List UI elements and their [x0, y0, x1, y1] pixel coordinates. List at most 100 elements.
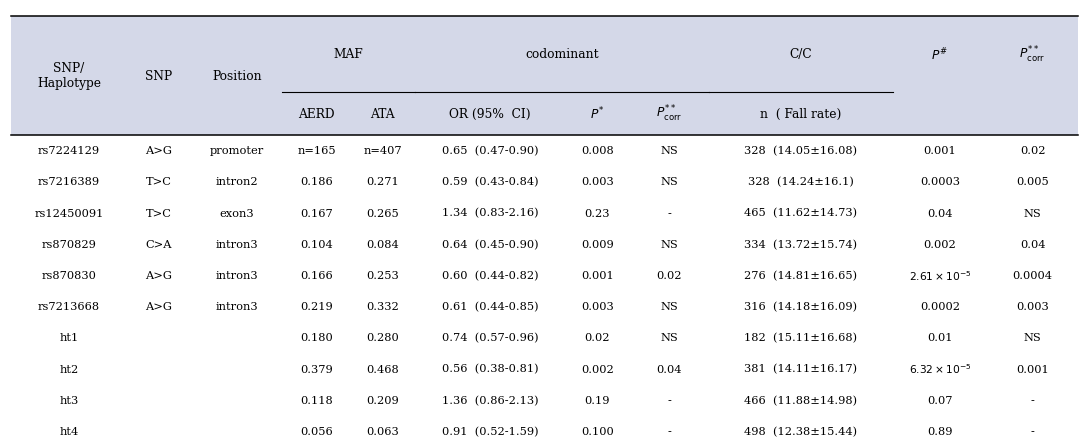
Text: 0.104: 0.104 — [301, 239, 333, 249]
Text: 0.91  (0.52-1.59): 0.91 (0.52-1.59) — [442, 426, 538, 436]
Text: 0.001: 0.001 — [1016, 364, 1049, 374]
Text: rs7213668: rs7213668 — [38, 301, 100, 311]
Text: 0.118: 0.118 — [301, 395, 333, 405]
Text: $2.61\times10^{-5}$: $2.61\times10^{-5}$ — [908, 268, 971, 282]
Text: 276  (14.81±16.65): 276 (14.81±16.65) — [745, 270, 857, 280]
Text: 0.61  (0.44-0.85): 0.61 (0.44-0.85) — [442, 301, 538, 311]
Bar — [11, 17, 1078, 135]
Text: ht4: ht4 — [59, 426, 78, 436]
Text: 0.332: 0.332 — [367, 301, 400, 311]
Text: 0.74  (0.57-0.96): 0.74 (0.57-0.96) — [442, 332, 538, 343]
Text: A>G: A>G — [146, 301, 172, 311]
Text: NS: NS — [661, 146, 678, 156]
Text: rs12450091: rs12450091 — [34, 208, 103, 218]
Text: T>C: T>C — [146, 177, 172, 187]
Text: 0.166: 0.166 — [301, 270, 333, 280]
Text: 0.01: 0.01 — [927, 332, 953, 343]
Text: -: - — [668, 426, 671, 436]
Text: ht1: ht1 — [59, 332, 78, 343]
Text: 0.04: 0.04 — [1019, 239, 1045, 249]
Text: 0.56  (0.38-0.81): 0.56 (0.38-0.81) — [442, 364, 538, 374]
Text: 0.468: 0.468 — [367, 364, 400, 374]
Text: A>G: A>G — [146, 270, 172, 280]
Text: 0.186: 0.186 — [301, 177, 333, 187]
Text: n=165: n=165 — [297, 146, 335, 156]
Text: 1.36  (0.86-2.13): 1.36 (0.86-2.13) — [442, 395, 538, 405]
Text: 0.009: 0.009 — [580, 239, 614, 249]
Text: 0.19: 0.19 — [585, 395, 610, 405]
Text: 381  (14.11±16.17): 381 (14.11±16.17) — [745, 364, 857, 374]
Text: ht2: ht2 — [59, 364, 78, 374]
Text: 0.219: 0.219 — [301, 301, 333, 311]
Text: 0.04: 0.04 — [657, 364, 682, 374]
Text: 0.005: 0.005 — [1016, 177, 1049, 187]
Text: 0.02: 0.02 — [585, 332, 610, 343]
Text: T>C: T>C — [146, 208, 172, 218]
Text: 0.59  (0.43-0.84): 0.59 (0.43-0.84) — [442, 177, 538, 187]
Text: 0.002: 0.002 — [923, 239, 956, 249]
Text: 465  (11.62±14.73): 465 (11.62±14.73) — [745, 208, 857, 218]
Text: intron3: intron3 — [216, 270, 258, 280]
Text: rs870830: rs870830 — [41, 270, 96, 280]
Text: intron3: intron3 — [216, 301, 258, 311]
Text: SNP: SNP — [146, 70, 173, 83]
Text: NS: NS — [661, 301, 678, 311]
Text: 0.001: 0.001 — [580, 270, 614, 280]
Text: 0.265: 0.265 — [367, 208, 400, 218]
Text: NS: NS — [661, 177, 678, 187]
Text: -: - — [1030, 395, 1035, 405]
Text: exon3: exon3 — [220, 208, 254, 218]
Text: n=407: n=407 — [364, 146, 402, 156]
Text: 0.0002: 0.0002 — [920, 301, 959, 311]
Text: $6.32\times10^{-5}$: $6.32\times10^{-5}$ — [908, 362, 971, 375]
Text: 0.07: 0.07 — [927, 395, 953, 405]
Text: C>A: C>A — [146, 239, 172, 249]
Text: A>G: A>G — [146, 146, 172, 156]
Text: 0.253: 0.253 — [367, 270, 400, 280]
Text: 0.0003: 0.0003 — [920, 177, 959, 187]
Text: -: - — [668, 395, 671, 405]
Text: codominant: codominant — [525, 48, 599, 61]
Text: 466  (11.88±14.98): 466 (11.88±14.98) — [745, 395, 857, 405]
Text: 0.209: 0.209 — [367, 395, 400, 405]
Text: 0.379: 0.379 — [301, 364, 333, 374]
Text: 498  (12.38±15.44): 498 (12.38±15.44) — [745, 426, 857, 436]
Text: 0.60  (0.44-0.82): 0.60 (0.44-0.82) — [442, 270, 538, 280]
Text: -: - — [668, 208, 671, 218]
Text: 316  (14.18±16.09): 316 (14.18±16.09) — [745, 301, 857, 311]
Text: rs7224129: rs7224129 — [38, 146, 100, 156]
Text: -: - — [1030, 426, 1035, 436]
Text: 334  (13.72±15.74): 334 (13.72±15.74) — [745, 239, 857, 249]
Text: 0.003: 0.003 — [1016, 301, 1049, 311]
Text: AERD: AERD — [298, 107, 334, 120]
Text: NS: NS — [1024, 332, 1041, 343]
Text: OR (95%  CI): OR (95% CI) — [450, 107, 531, 120]
Text: 0.167: 0.167 — [301, 208, 333, 218]
Text: C/C: C/C — [790, 48, 812, 61]
Text: 1.34  (0.83-2.16): 1.34 (0.83-2.16) — [442, 208, 538, 218]
Text: Position: Position — [212, 70, 261, 83]
Text: 0.02: 0.02 — [1019, 146, 1045, 156]
Text: NS: NS — [661, 332, 678, 343]
Text: MAF: MAF — [334, 48, 364, 61]
Text: 0.280: 0.280 — [367, 332, 400, 343]
Text: $P_{\rm corr}^{**}$: $P_{\rm corr}^{**}$ — [1019, 45, 1045, 65]
Text: rs870829: rs870829 — [41, 239, 96, 249]
Text: 0.084: 0.084 — [367, 239, 400, 249]
Text: 0.271: 0.271 — [367, 177, 400, 187]
Text: 0.02: 0.02 — [657, 270, 682, 280]
Text: 0.002: 0.002 — [580, 364, 614, 374]
Text: 0.65  (0.47-0.90): 0.65 (0.47-0.90) — [442, 146, 538, 156]
Text: $P^{\#}$: $P^{\#}$ — [931, 46, 949, 63]
Text: 0.003: 0.003 — [580, 301, 614, 311]
Text: NS: NS — [661, 239, 678, 249]
Text: intron3: intron3 — [216, 239, 258, 249]
Text: ht3: ht3 — [59, 395, 78, 405]
Text: n  ( Fall rate): n ( Fall rate) — [760, 107, 842, 120]
Text: 0.180: 0.180 — [301, 332, 333, 343]
Text: 0.64  (0.45-0.90): 0.64 (0.45-0.90) — [442, 239, 538, 249]
Text: $P^{*}$: $P^{*}$ — [590, 106, 604, 122]
Text: $P_{\rm corr}^{**}$: $P_{\rm corr}^{**}$ — [657, 104, 683, 124]
Text: 0.056: 0.056 — [301, 426, 333, 436]
Text: NS: NS — [1024, 208, 1041, 218]
